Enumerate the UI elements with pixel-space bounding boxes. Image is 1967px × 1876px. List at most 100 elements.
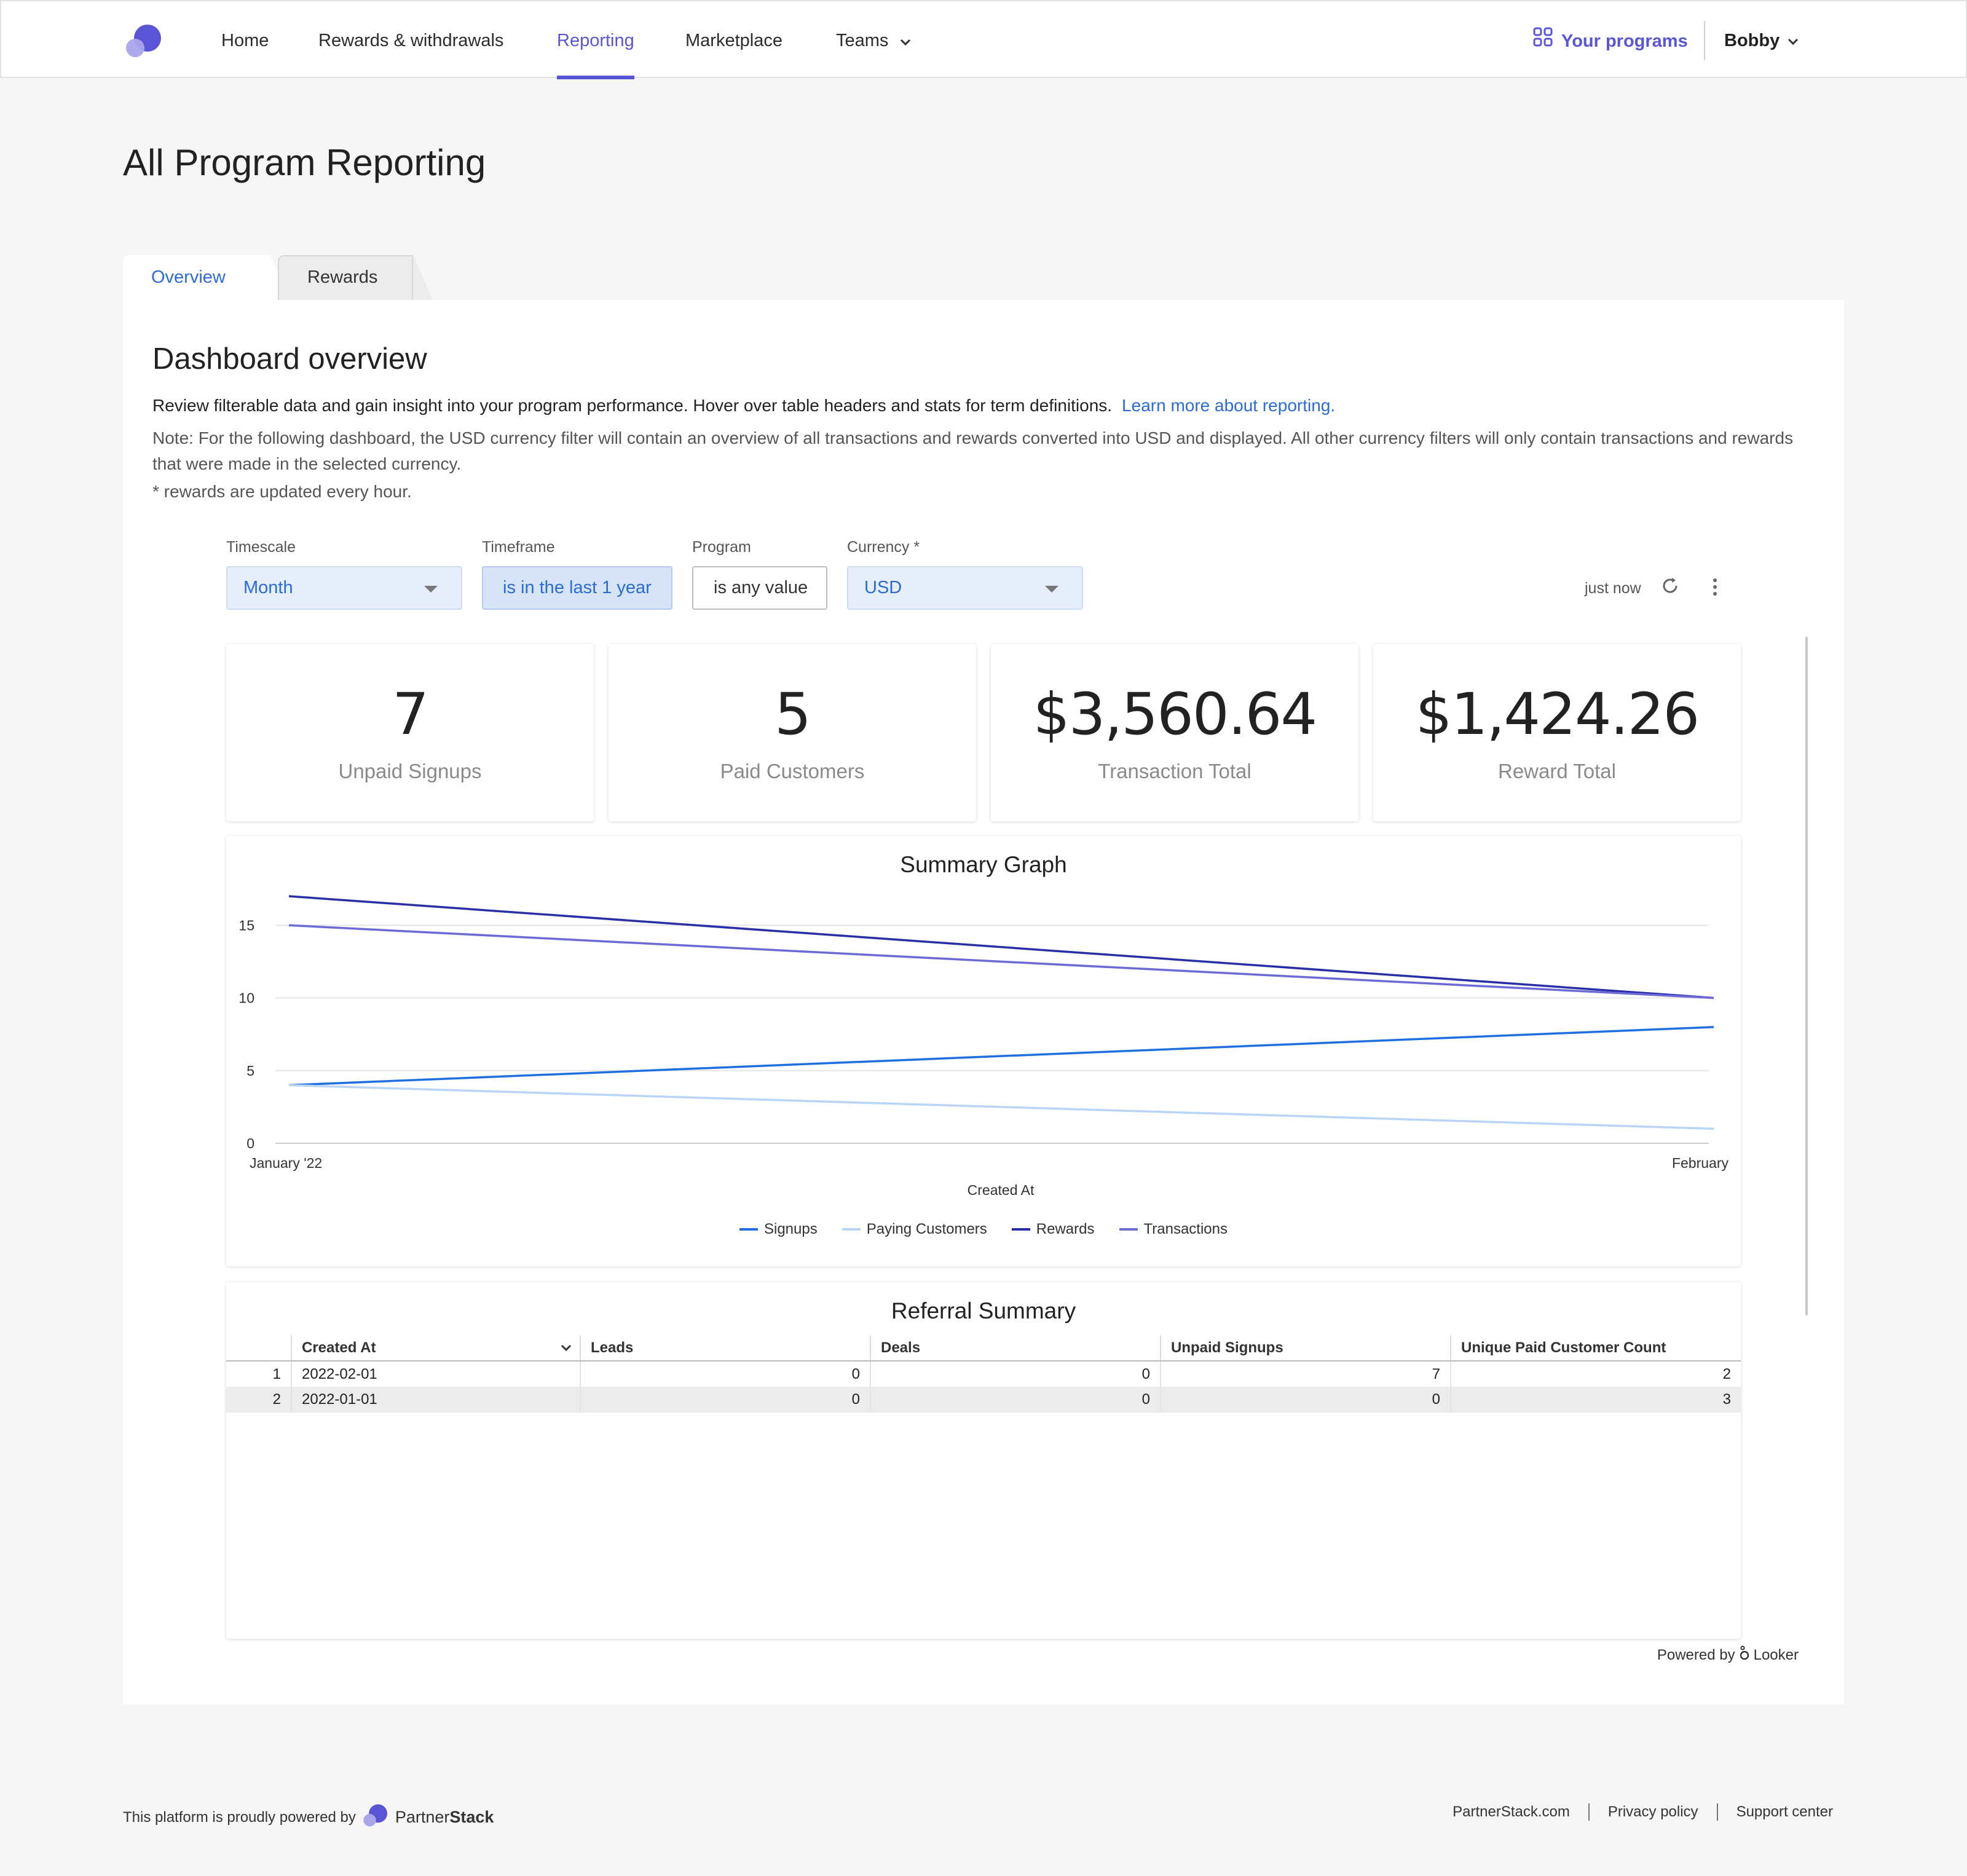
stat-label: Transaction Total [1098,760,1252,782]
description-text: Review filterable data and gain insight … [152,396,1113,415]
looker-brand: Looker [1753,1646,1799,1663]
legend-swatch [842,1228,861,1231]
x-tick-label: January '22 [250,1155,322,1171]
stat-value: 5 [775,681,811,748]
timeframe-filter[interactable]: is in the last 1 year [482,566,672,610]
dashboard-scrollbar[interactable] [1805,637,1808,1315]
series-line-signups [288,1026,1714,1087]
col-header-unpaid-signups[interactable]: Unpaid Signups [1160,1335,1451,1362]
nav-teams[interactable]: Teams [836,27,912,79]
more-options-icon[interactable] [1711,577,1719,601]
brand-part-2: Stack [449,1808,494,1826]
legend-swatch [739,1228,758,1231]
program-value: is any value [714,578,808,597]
currency-label: Currency * [847,538,920,556]
chevron-down-icon [1787,27,1799,54]
footer-links: PartnerStack.com Privacy policy Support … [1453,1803,1833,1821]
col-header-created-at[interactable]: Created At [291,1335,580,1362]
timescale-select[interactable]: Month [226,566,462,610]
chart-legend: Signups Paying Customers Rewards Transactio… [226,1221,1741,1238]
footer-link-privacy[interactable]: Privacy policy [1607,1803,1698,1820]
nav-marketplace[interactable]: Marketplace [685,31,782,50]
tab-overview[interactable]: Overview [123,255,289,300]
legend-label: Signups [763,1221,818,1237]
footer-powered-by: This platform is proudly powered by Part… [123,1803,494,1831]
nav-teams-label: Teams [836,31,889,50]
nav-rewards-withdrawals[interactable]: Rewards & withdrawals [318,31,504,50]
col-header-leads[interactable]: Leads [580,1335,870,1362]
sort-chevron-icon[interactable] [560,1339,572,1357]
stat-label: Reward Total [1498,760,1616,782]
series-line-transactions [288,924,1714,999]
cell-deals: 0 [870,1361,1161,1387]
program-label: Program [692,538,751,556]
cell-created-at: 2022-01-01 [291,1387,580,1413]
stat-paid-customers[interactable]: 5 Paid Customers [609,644,976,821]
currency-value: USD [864,578,902,597]
timescale-value: Month [243,578,293,597]
footer-link-support[interactable]: Support center [1736,1803,1833,1820]
tab-rewards[interactable]: Rewards [278,255,433,300]
row-index-header [226,1335,291,1362]
last-updated: just now [1585,580,1641,597]
caret-down-icon [424,586,438,593]
stat-transaction-total[interactable]: $3,560.64 Transaction Total [991,644,1358,821]
partnerstack-logo-icon [362,1803,389,1831]
nav-reporting[interactable]: Reporting [557,27,634,79]
cell-unpaid-signups: 0 [1160,1387,1451,1413]
referral-table: Created At Leads Deals Unpaid Signups Un… [226,1335,1741,1413]
col-header-unique-paid[interactable]: Unique Paid Customer Count [1450,1335,1741,1362]
nav-home[interactable]: Home [221,31,269,50]
cell-leads: 0 [580,1387,870,1413]
legend-item[interactable]: Rewards [1011,1221,1095,1238]
page-title: All Program Reporting [123,142,486,183]
row-index: 1 [272,1365,281,1382]
legend-item[interactable]: Transactions [1119,1221,1228,1238]
cell-unique-paid: 3 [1450,1387,1741,1413]
rewards-update-note: * rewards are updated every hour. [152,482,412,501]
refresh-icon[interactable] [1660,575,1681,599]
series-line-rewards [288,895,1714,999]
your-programs-label: Your programs [1561,31,1688,51]
series-line-paying-customers [288,1084,1714,1130]
y-tick-label: 15 [238,917,254,933]
top-navigation: Home Rewards & withdrawals Reporting Mar… [0,0,1967,79]
stat-value: 7 [392,681,429,748]
summary-line-chart: 0 5 10 15 January '22 February Created At [238,895,1729,1198]
row-index: 2 [226,1387,291,1413]
user-name: Bobby [1724,31,1780,50]
footer-powered-text: This platform is proudly powered by [123,1808,356,1826]
cell-unpaid-signups: 7 [1160,1361,1451,1387]
currency-note: Note: For the following dashboard, the U… [152,428,1794,473]
legend-item[interactable]: Signups [739,1221,818,1238]
table-row: 1 2022-02-01 0 0 7 2 [226,1361,1741,1387]
y-tick-label: 10 [238,990,254,1006]
timeframe-label: Timeframe [482,538,555,556]
stat-unpaid-signups[interactable]: 7 Unpaid Signups [226,644,594,821]
dashboard-description: Review filterable data and gain insight … [152,396,1335,416]
cell-leads: 0 [580,1361,870,1387]
footer-link-partnerstack[interactable]: PartnerStack.com [1453,1803,1570,1820]
summary-graph-card: Summary Graph 0 5 10 15 January '22 February C… [226,836,1741,1266]
table-row: 2 2022-01-01 0 0 0 3 [226,1387,1741,1413]
partnerstack-logo[interactable] [124,23,164,58]
legend-swatch [1011,1228,1030,1231]
learn-more-link[interactable]: Learn more about reporting. [1122,396,1336,415]
timescale-label: Timescale [226,538,296,556]
user-menu[interactable]: Bobby [1724,27,1799,54]
currency-select[interactable]: USD [847,566,1083,610]
stat-reward-total[interactable]: $1,424.26 Reward Total [1373,644,1741,821]
footer-divider [1588,1803,1590,1821]
your-programs-button[interactable]: Your programs [1533,27,1688,55]
partnerstack-wordmark[interactable]: PartnerStack [395,1808,494,1827]
legend-item[interactable]: Paying Customers [842,1221,987,1238]
powered-by-label: Powered by [1657,1646,1735,1663]
looker-icon [1739,1645,1750,1665]
table-title: Referral Summary [891,1298,1076,1323]
y-tick-label: 5 [246,1063,254,1079]
powered-by-looker[interactable]: Powered by Looker [1657,1645,1799,1665]
referral-summary-card: Referral Summary Created At Leads Deals … [226,1282,1741,1639]
program-filter[interactable]: is any value [692,566,827,610]
col-header-deals[interactable]: Deals [870,1335,1161,1362]
cell-created-at: 2022-02-01 [291,1361,580,1387]
